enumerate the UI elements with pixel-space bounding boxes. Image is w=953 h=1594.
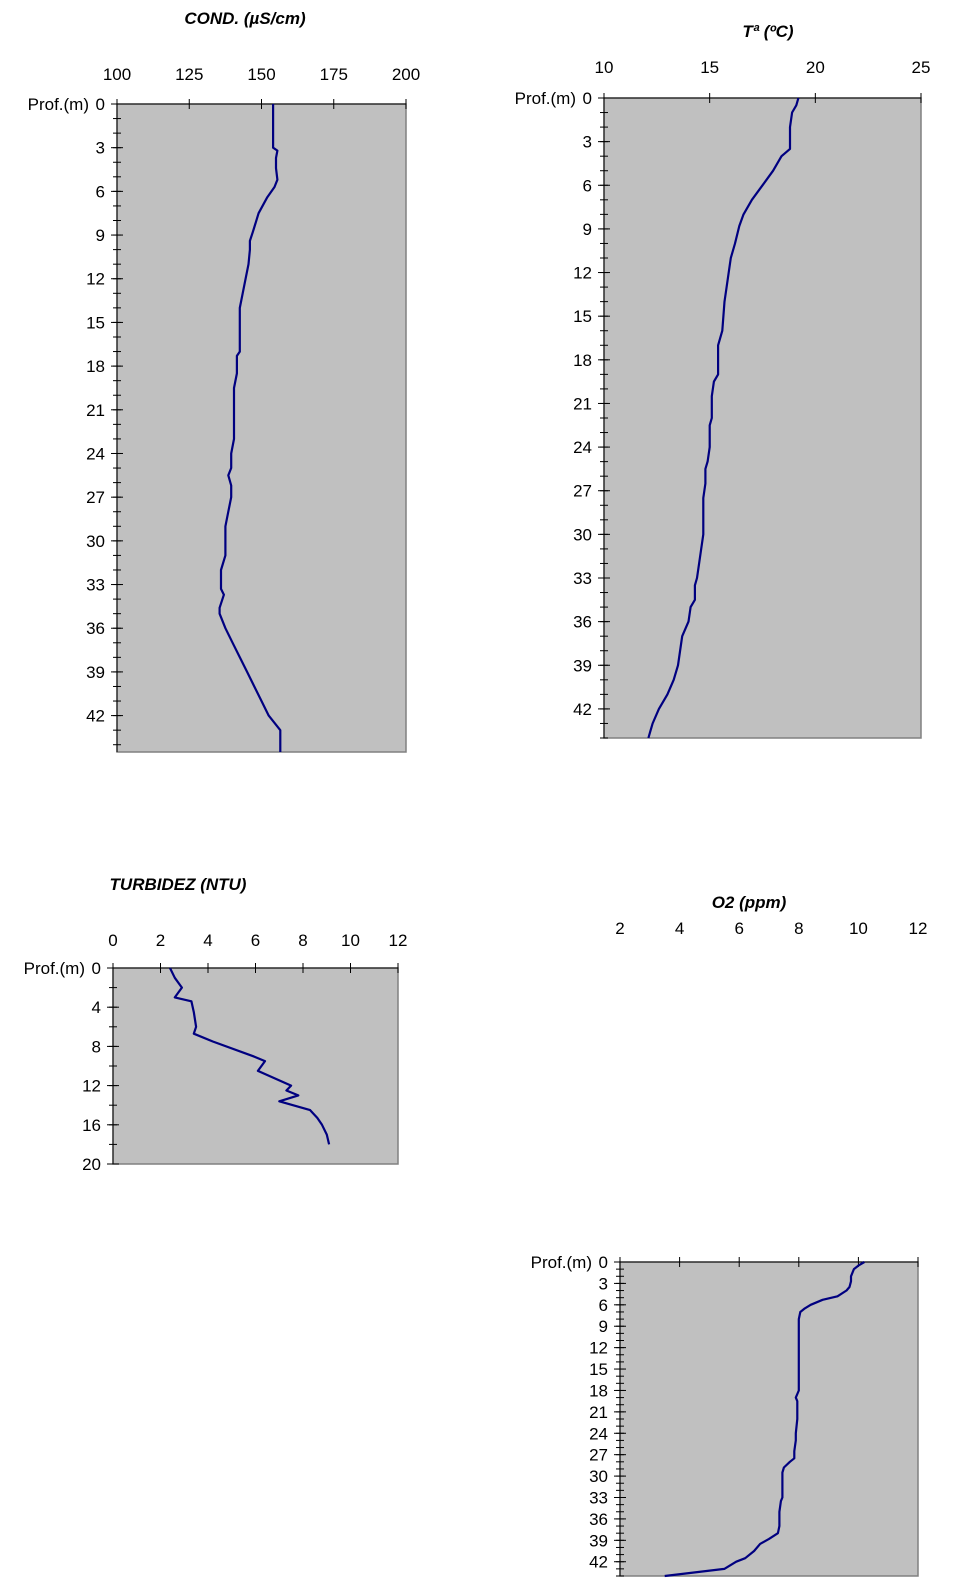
y-tick-label: 6 [599,1296,608,1315]
y-tick-label: 33 [589,1489,608,1508]
x-tick-label: 8 [794,919,803,938]
x-tick-label: 25 [912,58,931,77]
y-tick-label: 21 [573,394,592,413]
y-tick-label: 33 [573,569,592,588]
y-tick-label: 6 [583,176,592,195]
plot-area [112,967,399,1165]
x-tick-label: 175 [320,65,348,84]
y-tick-label: 30 [573,525,592,544]
y-tick-label: 0 [92,959,101,978]
y-axis-label: Prof.(m) [515,89,576,108]
x-tick-label: 12 [909,919,928,938]
y-tick-label: 33 [86,576,105,595]
y-tick-label: 36 [573,613,592,632]
chart-1: COND. (µS/cm)100 125 150 175 200036912151821… [28,9,420,753]
y-tick-label: 24 [589,1424,608,1443]
y-tick-label: 24 [86,444,105,463]
y-tick-label: 27 [573,482,592,501]
series-line [218,104,282,752]
chart-title: Tª (ºC) [742,22,794,41]
y-tick-label: 36 [86,619,105,638]
y-tick-label: 12 [589,1339,608,1358]
x-tick-label: 4 [203,931,212,950]
chart-4: O2 (ppm)2 4 6 8 10 12036912151821242730333639… [531,893,928,1578]
y-tick-label: 8 [92,1037,101,1056]
plot-area [603,97,922,739]
y-tick-label: 9 [583,220,592,239]
chart-title: O2 (ppm) [712,893,787,912]
y-tick-label: 15 [573,307,592,326]
x-tick-label: 10 [595,58,614,77]
y-tick-label: 3 [599,1274,608,1293]
x-tick-label: 6 [734,919,743,938]
y-tick-label: 0 [96,95,105,114]
y-tick-label: 27 [589,1446,608,1465]
y-tick-label: 27 [86,488,105,507]
y-axis-label: Prof.(m) [531,1253,592,1272]
y-tick-label: 9 [599,1317,608,1336]
y-tick-label: 39 [86,663,105,682]
y-tick-label: 21 [86,401,105,420]
y-tick-label: 16 [82,1116,101,1135]
x-tick-label: 2 [615,919,624,938]
y-tick-label: 3 [96,139,105,158]
y-tick-label: 12 [86,270,105,289]
y-tick-label: 0 [583,89,592,108]
chart-title: TURBIDEZ (NTU) [110,875,247,894]
y-tick-label: 24 [573,438,592,457]
plot-area [116,103,407,753]
x-tick-label: 100 [103,65,131,84]
x-tick-label: 2 [156,931,165,950]
y-tick-label: 6 [96,182,105,201]
x-tick-label: 10 [341,931,360,950]
x-tick-label: 20 [806,58,825,77]
x-tick-label: 10 [849,919,868,938]
y-tick-label: 39 [573,656,592,675]
x-tick-label: 8 [298,931,307,950]
y-tick-label: 12 [82,1077,101,1096]
y-tick-label: 42 [573,700,592,719]
plot-area [619,1261,919,1577]
x-tick-label: 200 [392,65,420,84]
y-tick-label: 36 [589,1510,608,1529]
y-tick-label: 21 [589,1403,608,1422]
y-axis-label: Prof.(m) [24,959,85,978]
series-line [169,967,331,1145]
y-tick-label: 0 [599,1253,608,1272]
y-tick-label: 30 [86,532,105,551]
y-tick-label: 18 [86,357,105,376]
y-tick-label: 15 [86,313,105,332]
chart-3: TURBIDEZ (NTU) 0 2 4 6 8 10 12 0 4 8 12 16 20 Prof.(m) [24,875,408,1174]
y-tick-label: 12 [573,264,592,283]
x-tick-label: 15 [700,58,719,77]
y-tick-label: 4 [92,998,101,1017]
x-tick-label: 4 [675,919,684,938]
y-axis-label: Prof.(m) [28,95,89,114]
y-tick-label: 9 [96,226,105,245]
y-tick-label: 18 [589,1381,608,1400]
y-tick-label: 20 [82,1155,101,1174]
y-tick-label: 15 [589,1360,608,1379]
chart-title: COND. (µS/cm) [184,9,306,28]
y-tick-label: 42 [86,707,105,726]
x-tick-label: 6 [251,931,260,950]
y-tick-label: 39 [589,1531,608,1550]
x-tick-label: 125 [175,65,203,84]
series-line [647,97,800,739]
y-tick-label: 30 [589,1467,608,1486]
series-line [664,1261,865,1578]
chart-2: Tª (ºC)10 15 20 250369121518212427303336394… [515,22,931,739]
y-tick-label: 42 [589,1553,608,1572]
x-tick-label: 12 [389,931,408,950]
x-tick-label: 150 [247,65,275,84]
y-tick-label: 18 [573,351,592,370]
y-tick-label: 3 [583,133,592,152]
x-tick-label: 0 [108,931,117,950]
